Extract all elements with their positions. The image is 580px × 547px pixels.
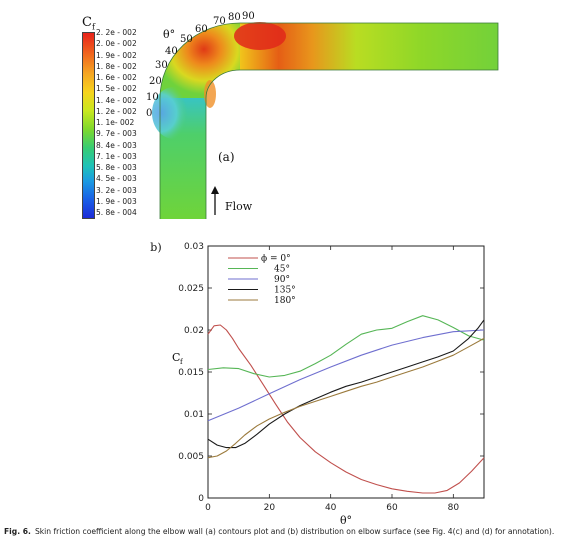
y-axis-label: C [172, 351, 180, 364]
colorbar-tick-label: 1. 4e - 002 [96, 95, 137, 105]
colorbar-tick-label: 2. 2e - 002 [96, 28, 137, 37]
y-tick-label: 0.025 [178, 284, 204, 294]
y-tick-label: 0.01 [184, 410, 204, 420]
angle-label: 70 [213, 16, 226, 27]
y-tick-label: 0.005 [178, 452, 204, 462]
angle-label: 90 [242, 11, 255, 22]
series-line [207, 319, 485, 449]
angle-label: 10 [146, 92, 159, 103]
x-tick-label: 0 [205, 503, 211, 513]
legend-label: 135° [274, 286, 296, 296]
angle-label: 80 [228, 12, 241, 23]
elbow-contour-plot [152, 22, 499, 219]
colorbar [82, 32, 95, 219]
panel-b-label: (b) [150, 241, 162, 254]
x-tick-label: 80 [448, 503, 460, 513]
angle-label: 30 [155, 60, 168, 71]
colorbar-tick-label: 8. 4e - 003 [96, 140, 137, 150]
colorbar-tick-label: 3. 2e - 003 [96, 185, 137, 195]
series-line [207, 329, 485, 422]
caption-text: Skin friction coefficient along the elbo… [34, 527, 555, 536]
x-tick-label: 60 [386, 503, 398, 513]
flow-arrow-icon [211, 186, 219, 215]
colorbar-tick-label: 4. 5e - 003 [96, 174, 137, 184]
angle-label: 60 [195, 24, 208, 35]
colorbar-tick-label: 9. 7e - 003 [96, 129, 137, 139]
colorbar-title: Cf [82, 15, 95, 32]
cf-line-chart: 0 0.005 0.01 0.015 0.02 0.025 0.03 0 20 40 60 80 θ° C… [150, 241, 485, 526]
x-tick-label: 40 [325, 503, 337, 513]
series-line [207, 315, 485, 378]
y-tick-label: 0.03 [184, 242, 204, 252]
x-tick-label: 20 [264, 503, 276, 513]
panel-a-label: (a) [218, 150, 235, 164]
angle-label: 20 [149, 76, 162, 87]
series-line [207, 324, 485, 494]
inner-corner-accent [204, 80, 216, 108]
flow-label: Flow [225, 200, 253, 213]
series-line [207, 337, 485, 459]
colorbar-tick-label: 2. 0e - 002 [96, 39, 137, 49]
colorbar-tick-label: 1. 8e - 002 [96, 61, 137, 71]
legend-label: 180° [274, 296, 296, 306]
colorbar-tick-label: 1. 9e - 002 [96, 50, 137, 60]
colorbar-tick-label: 5. 8e - 004 [96, 208, 137, 217]
caption-label: Fig. 6. [4, 527, 31, 536]
colorbar-title-subscript: f [91, 22, 95, 32]
legend-label: 90° [274, 275, 290, 285]
colorbar-tick-label: 5. 8e - 003 [96, 163, 137, 172]
legend-label: ϕ = 0° [261, 254, 291, 264]
colorbar-tick-label: 1. 9e - 003 [96, 196, 137, 206]
colorbar-title-letter: C [82, 15, 92, 30]
angle-label: 50 [180, 34, 193, 45]
colorbar-tick-label: 1. 6e - 002 [96, 73, 137, 82]
theta-symbol: θ° [163, 28, 176, 41]
y-axis-label-subscript: f [180, 358, 184, 366]
angle-label: 40 [165, 46, 178, 57]
colorbar-tick-label: 1. 5e - 002 [96, 84, 137, 94]
elbow-bend [160, 23, 240, 98]
colorbar-tick-label: 1. 2e - 002 [96, 106, 137, 116]
figure-caption: Fig. 6. Skin friction coefficient along t… [4, 527, 576, 536]
colorbar-tick-label: 1. 1e- 002 [96, 118, 135, 127]
elbow-outline [159, 22, 499, 219]
legend-label: 45° [274, 265, 290, 275]
cold-spot [152, 87, 196, 139]
angle-label: 0 [146, 108, 153, 119]
colorbar-tick-label: 7. 1e - 003 [96, 151, 137, 161]
hot-spot [234, 22, 286, 50]
y-tick-label: 0.02 [184, 326, 204, 336]
y-tick-label: 0 [198, 494, 204, 504]
y-tick-label: 0.015 [178, 368, 204, 378]
x-axis-label: θ° [340, 514, 352, 526]
